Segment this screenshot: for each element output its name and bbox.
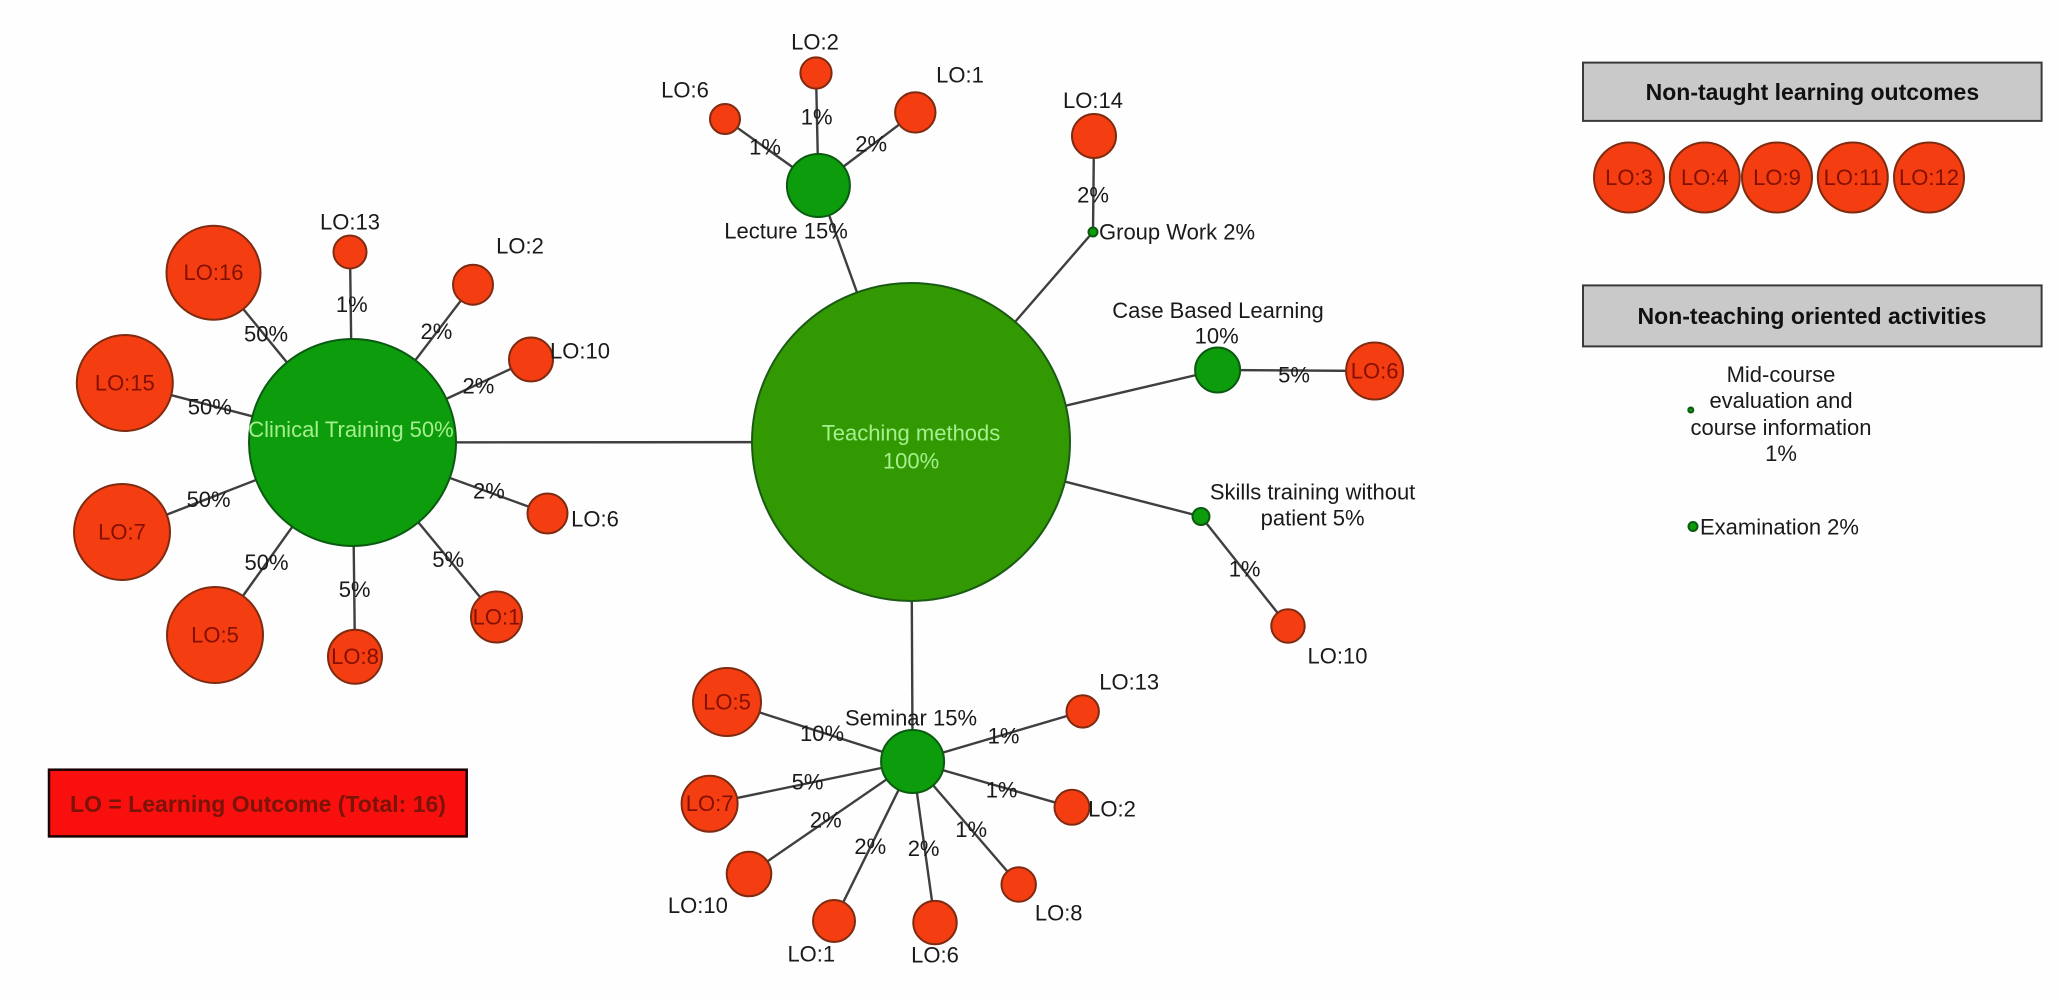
svg-text:LO:7: LO:7 (98, 520, 146, 545)
svg-text:50%: 50% (188, 395, 232, 420)
svg-text:Lecture 15%: Lecture 15% (724, 219, 848, 244)
svg-text:2%: 2% (463, 374, 495, 399)
svg-text:Case Based Learning: Case Based Learning (1112, 298, 1324, 323)
svg-text:5%: 5% (792, 769, 824, 794)
svg-text:LO:1: LO:1 (473, 605, 521, 630)
svg-text:LO = Learning Outcome (Total:: LO = Learning Outcome (Total: 16) (70, 791, 446, 817)
svg-text:Teaching methods: Teaching methods (822, 421, 1001, 446)
svg-text:LO:14: LO:14 (1063, 88, 1123, 113)
svg-text:Examination 2%: Examination 2% (1700, 515, 1859, 540)
svg-text:course information: course information (1691, 415, 1872, 440)
svg-text:LO:16: LO:16 (184, 260, 244, 285)
svg-text:LO:8: LO:8 (331, 644, 379, 669)
svg-text:Non-taught learning outcomes: Non-taught learning outcomes (1646, 79, 1980, 105)
svg-text:50%: 50% (244, 550, 288, 575)
svg-text:1%: 1% (801, 105, 833, 130)
svg-text:LO:5: LO:5 (703, 690, 751, 715)
svg-text:Seminar 15%: Seminar 15% (845, 706, 977, 731)
svg-text:LO:8: LO:8 (1035, 901, 1083, 926)
svg-text:Non-teaching oriented activiti: Non-teaching oriented activities (1638, 303, 1987, 329)
svg-text:LO:13: LO:13 (320, 210, 380, 235)
svg-text:LO:10: LO:10 (1308, 643, 1368, 668)
svg-text:2%: 2% (810, 807, 842, 832)
svg-text:1%: 1% (749, 135, 781, 160)
svg-text:1%: 1% (1765, 441, 1797, 466)
svg-text:LO:3: LO:3 (1605, 165, 1653, 190)
svg-text:patient 5%: patient 5% (1261, 505, 1365, 530)
svg-text:LO:2: LO:2 (791, 30, 839, 55)
svg-text:2%: 2% (1077, 183, 1109, 208)
svg-text:10%: 10% (800, 721, 844, 746)
svg-text:1%: 1% (1229, 557, 1261, 582)
svg-text:50%: 50% (244, 322, 288, 347)
svg-text:LO:6: LO:6 (661, 78, 709, 103)
svg-text:1%: 1% (336, 292, 368, 317)
svg-text:LO:6: LO:6 (911, 943, 959, 968)
svg-text:2%: 2% (855, 132, 887, 157)
svg-text:LO:1: LO:1 (936, 63, 984, 88)
svg-text:LO:9: LO:9 (1753, 165, 1801, 190)
svg-text:Mid-course: Mid-course (1727, 362, 1836, 387)
svg-text:evaluation and: evaluation and (1709, 388, 1852, 413)
svg-text:LO:2: LO:2 (496, 234, 544, 259)
svg-text:1%: 1% (986, 778, 1018, 803)
svg-text:10%: 10% (1195, 323, 1239, 348)
svg-text:LO:5: LO:5 (191, 623, 239, 648)
svg-text:LO:6: LO:6 (571, 507, 619, 532)
svg-text:LO:1: LO:1 (787, 942, 835, 967)
svg-text:LO:7: LO:7 (686, 791, 734, 816)
svg-text:LO:13: LO:13 (1099, 670, 1159, 695)
svg-text:LO:12: LO:12 (1899, 165, 1959, 190)
svg-text:1%: 1% (988, 724, 1020, 749)
svg-text:5%: 5% (1278, 363, 1310, 388)
svg-text:2%: 2% (421, 319, 453, 344)
svg-text:LO:6: LO:6 (1351, 359, 1399, 384)
svg-text:LO:4: LO:4 (1681, 165, 1729, 190)
svg-text:Clinical Training 50%: Clinical Training 50% (248, 417, 453, 442)
svg-text:Skills training without: Skills training without (1210, 479, 1415, 504)
svg-text:LO:15: LO:15 (95, 371, 155, 396)
svg-text:100%: 100% (883, 449, 939, 474)
svg-text:2%: 2% (854, 834, 886, 859)
svg-text:LO:10: LO:10 (550, 339, 610, 364)
svg-text:LO:11: LO:11 (1824, 165, 1882, 190)
svg-text:LO:10: LO:10 (668, 893, 728, 918)
svg-text:1%: 1% (955, 817, 987, 842)
svg-text:5%: 5% (339, 577, 371, 602)
svg-text:2%: 2% (908, 836, 940, 861)
svg-text:Group Work 2%: Group Work 2% (1099, 220, 1255, 245)
svg-text:2%: 2% (473, 478, 505, 503)
svg-text:50%: 50% (187, 487, 231, 512)
svg-text:5%: 5% (432, 547, 464, 572)
svg-text:LO:2: LO:2 (1088, 797, 1136, 822)
